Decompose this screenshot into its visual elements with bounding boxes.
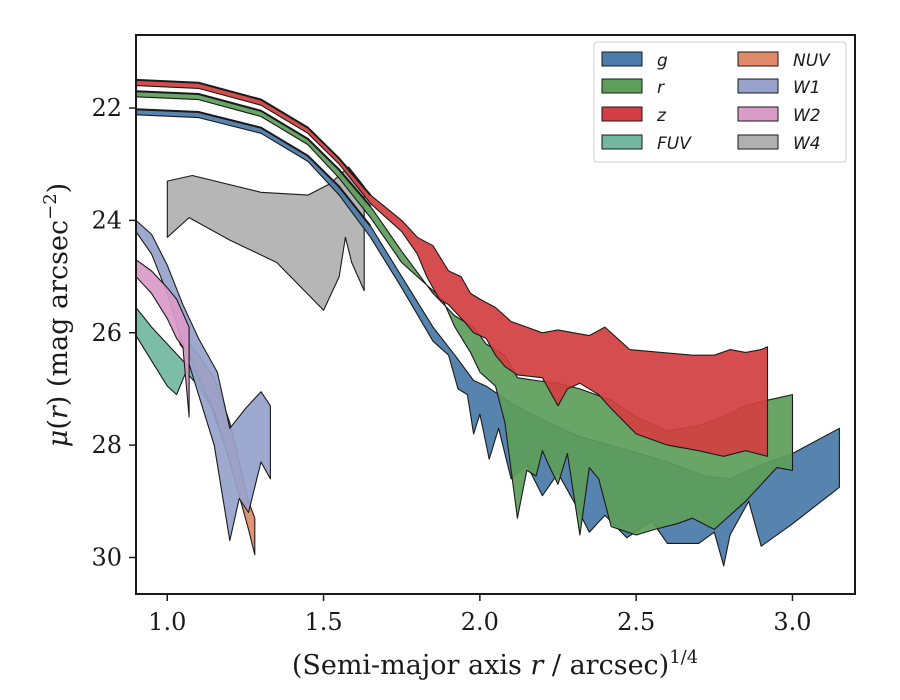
- legend-swatch-r: [601, 78, 643, 94]
- band-z: [136, 79, 769, 457]
- legend-label-z: z: [656, 106, 667, 126]
- profile-line-layer: [136, 78, 372, 227]
- plot-frame: [135, 34, 856, 595]
- legend-label-w1: W1: [793, 78, 821, 98]
- legend-label-r: r: [657, 78, 665, 98]
- legend-label-nuv: NUV: [793, 51, 831, 71]
- x-tick-label: 1.5: [304, 608, 342, 636]
- y-tick-label: 26: [91, 319, 122, 347]
- legend-swatch-z: [601, 106, 643, 122]
- profile-line-z: [136, 78, 372, 196]
- band-w1: [136, 219, 271, 542]
- x-tick-label: 3.0: [773, 608, 811, 636]
- x-tick-label: 2.0: [461, 608, 499, 636]
- x-tick-label: 1.0: [148, 608, 186, 636]
- axis-ticks: 1.0 1.5 2.0 2.5 3.0 22 24 26 28 30: [91, 94, 811, 636]
- band-w2: [136, 259, 190, 418]
- y-axis-title: μ(r) (mag arcsec−2): [40, 183, 74, 447]
- x-tick-label: 2.5: [617, 608, 655, 636]
- legend-swatch-w4: [737, 134, 779, 150]
- y-tick-label: 24: [91, 206, 122, 234]
- legend-label-w2: W2: [793, 106, 821, 126]
- legend-label-w4: W4: [793, 134, 821, 154]
- legend-swatch-nuv: [737, 51, 779, 67]
- legend-frame: [593, 41, 847, 163]
- legend-swatch-w1: [737, 78, 779, 94]
- y-tick-label: 22: [91, 94, 122, 122]
- x-axis-title: (Semi-major axis r / arcsec)1/4: [292, 647, 698, 681]
- legend-swatch-g: [601, 51, 643, 67]
- legend-swatch-w2: [737, 106, 779, 122]
- legend-label-g: g: [657, 51, 668, 71]
- profile-line-r: [136, 90, 372, 208]
- profile-line-g: [136, 108, 372, 227]
- band-layer: [136, 79, 840, 567]
- legend-swatch-fuv: [601, 134, 643, 150]
- legend: grz FUV NUV W1 W2 W4: [593, 41, 847, 163]
- y-tick-label: 28: [91, 431, 122, 459]
- legend-label-fuv: FUV: [657, 134, 692, 154]
- band-g: [136, 108, 840, 567]
- y-tick-label: 30: [91, 543, 122, 571]
- band-w4: [166, 166, 365, 311]
